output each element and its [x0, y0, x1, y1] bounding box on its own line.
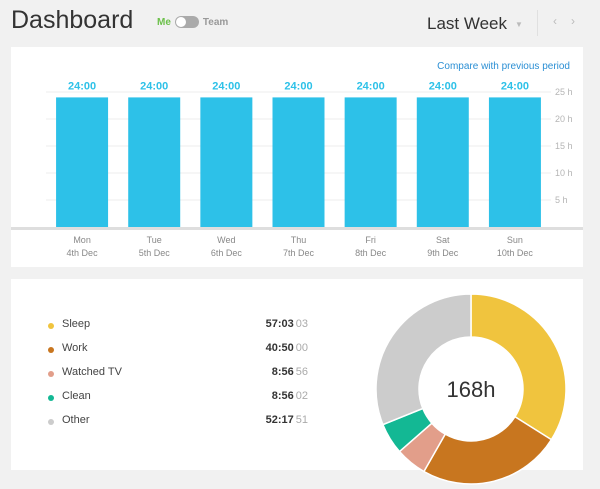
x-tick-day: Mon — [73, 235, 91, 245]
bar-value-label: 24:00 — [284, 80, 312, 92]
chevron-left-icon[interactable]: ‹ — [553, 14, 557, 28]
chevron-right-icon[interactable]: › — [571, 14, 575, 28]
toggle-me-label[interactable]: Me — [157, 16, 171, 28]
bar-value-label: 24:00 — [140, 80, 168, 92]
x-axis-baseline — [11, 227, 583, 230]
y-tick-label: 20 h — [555, 114, 573, 124]
legend-seconds: 51 — [295, 414, 308, 426]
toggle-switch[interactable] — [174, 16, 199, 28]
y-tick-label: 25 h — [555, 87, 573, 97]
bar-fri[interactable] — [344, 97, 397, 228]
legend-label: Clean — [62, 390, 91, 402]
legend-dot — [48, 347, 54, 353]
period-dropdown[interactable]: Last Week ▼ — [427, 14, 523, 34]
period-label: Last Week — [427, 14, 508, 33]
x-tick-date: 5th Dec — [139, 248, 171, 258]
daily-hours-bar-chart: 25 h 20 h 15 h 10 h 5 h 24:00 Mon 4th Dec 24:00 T… — [11, 80, 583, 258]
x-tick-day: Wed — [217, 235, 235, 245]
bar-mon[interactable] — [56, 97, 109, 228]
bar-value-label: 24:00 — [68, 80, 96, 92]
legend-label: Other — [62, 414, 90, 426]
legend-duration: 40:50 00 — [265, 342, 308, 354]
legend-item-work[interactable]: Work 40:50 00 — [48, 342, 308, 366]
y-tick-label: 15 h — [555, 141, 573, 151]
donut-slice-other[interactable] — [375, 293, 472, 426]
donut-slice-sleep[interactable] — [470, 293, 567, 441]
x-tick-day: Sat — [436, 235, 450, 245]
legend-duration: 57:03 03 — [265, 318, 308, 330]
legend-label: Sleep — [62, 318, 91, 330]
bar-value-label: 24:00 — [212, 80, 240, 92]
donut-center-total: 168h — [447, 377, 496, 402]
y-tick-label: 5 h — [555, 195, 568, 205]
legend-dot — [48, 419, 54, 425]
donut-slice-work[interactable] — [422, 415, 553, 485]
legend-duration: 52:17 51 — [265, 414, 308, 426]
category-legend: Sleep 57:03 03 Work 40:50 00 Watched TV 8:56 56 C… — [48, 318, 308, 438]
bar-value-label: 24:00 — [357, 80, 385, 92]
legend-label: Work — [62, 342, 88, 354]
legend-seconds: 03 — [295, 318, 308, 330]
legend-item-other[interactable]: Other 52:17 51 — [48, 414, 308, 438]
legend-seconds: 00 — [295, 342, 308, 354]
legend-label: Watched TV — [62, 366, 122, 378]
x-tick-date: 7th Dec — [283, 248, 315, 258]
bar-thu[interactable] — [272, 97, 325, 228]
bar-tue[interactable] — [128, 97, 181, 228]
bar-value-label: 24:00 — [501, 80, 529, 92]
legend-seconds: 02 — [295, 390, 308, 402]
compare-previous-link[interactable]: Compare with previous period — [437, 61, 570, 72]
category-donut-chart: 168h — [375, 293, 567, 485]
daily-hours-card: Compare with previous period 25 h 20 h 15 … — [11, 47, 583, 267]
x-tick-day: Fri — [365, 235, 376, 245]
x-tick-day: Thu — [291, 235, 307, 245]
bar-sat[interactable] — [416, 97, 469, 228]
x-tick-date: 4th Dec — [67, 248, 99, 258]
legend-seconds: 56 — [295, 366, 308, 378]
x-tick-day: Tue — [147, 235, 162, 245]
legend-duration: 8:56 56 — [271, 366, 308, 378]
legend-dot — [48, 395, 54, 401]
bar-wed[interactable] — [200, 97, 253, 228]
chevron-down-icon: ▼ — [515, 19, 523, 29]
x-tick-date: 8th Dec — [355, 248, 387, 258]
legend-item-clean[interactable]: Clean 8:56 02 — [48, 390, 308, 414]
legend-duration: 8:56 02 — [271, 390, 308, 402]
me-team-toggle[interactable]: Me Team — [157, 16, 228, 28]
x-tick-date: 10th Dec — [497, 248, 534, 258]
toggle-knob — [175, 17, 186, 27]
legend-dot — [48, 371, 54, 377]
toggle-team-label[interactable]: Team — [202, 16, 229, 28]
x-tick-date: 9th Dec — [427, 248, 459, 258]
legend-item-sleep[interactable]: Sleep 57:03 03 — [48, 318, 308, 342]
x-tick-date: 6th Dec — [211, 248, 243, 258]
bar-value-label: 24:00 — [429, 80, 457, 92]
page-title: Dashboard — [11, 6, 134, 34]
x-tick-day: Sun — [507, 235, 523, 245]
bar-sun[interactable] — [488, 97, 541, 228]
legend-dot — [48, 323, 54, 329]
y-tick-label: 10 h — [555, 168, 573, 178]
header-divider — [537, 10, 538, 36]
legend-item-watched-tv[interactable]: Watched TV 8:56 56 — [48, 366, 308, 390]
category-breakdown-card: Sleep 57:03 03 Work 40:50 00 Watched TV 8:56 56 C… — [11, 279, 583, 485]
